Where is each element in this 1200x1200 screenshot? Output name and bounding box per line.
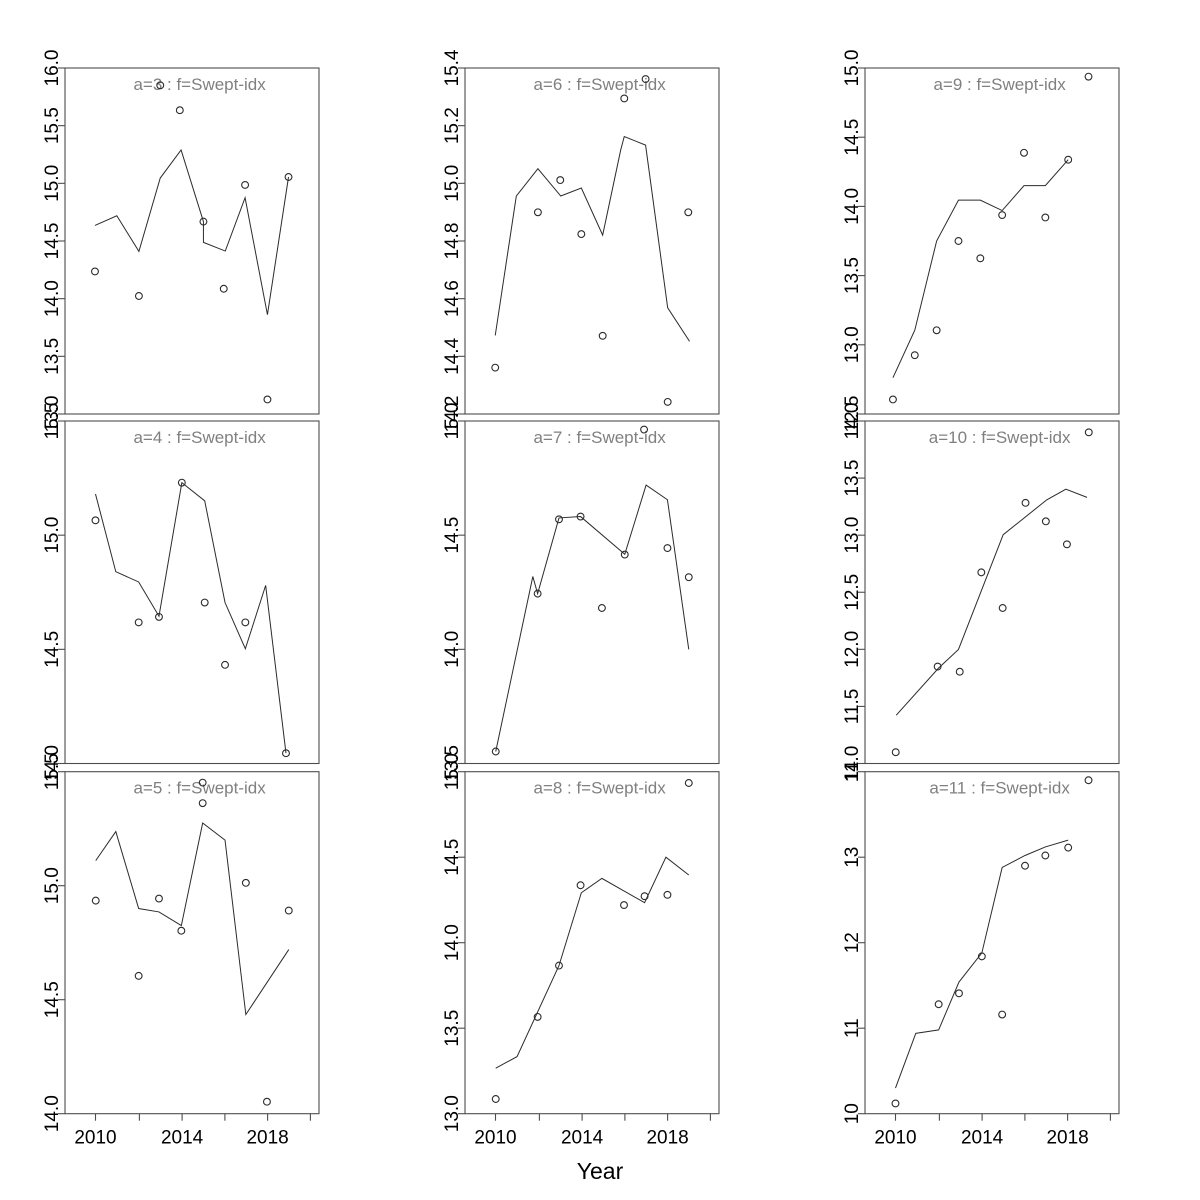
svg-text:2010: 2010: [474, 1128, 516, 1149]
svg-text:a=7 : f=Swept-idx: a=7 : f=Swept-idx: [533, 428, 666, 447]
svg-text:13.0: 13.0: [842, 326, 863, 363]
svg-text:a=6 : f=Swept-idx: a=6 : f=Swept-idx: [533, 75, 666, 94]
svg-text:a=11 : f=Swept-idx: a=11 : f=Swept-idx: [929, 779, 1070, 798]
svg-text:a=9 : f=Swept-idx: a=9 : f=Swept-idx: [933, 75, 1066, 94]
svg-text:2010: 2010: [874, 1128, 916, 1149]
svg-text:12.5: 12.5: [842, 574, 863, 611]
svg-text:15.0: 15.0: [442, 403, 463, 440]
svg-text:15.2: 15.2: [442, 107, 463, 144]
svg-text:2014: 2014: [561, 1128, 604, 1149]
svg-text:14.5: 14.5: [442, 839, 463, 876]
svg-text:a=3 : f=Swept-idx: a=3 : f=Swept-idx: [133, 75, 266, 94]
svg-text:14.0: 14.0: [42, 280, 63, 317]
svg-text:15.5: 15.5: [42, 753, 63, 790]
svg-text:13: 13: [842, 847, 863, 868]
svg-text:2010: 2010: [74, 1128, 116, 1149]
svg-text:12: 12: [842, 932, 863, 953]
svg-text:13.0: 13.0: [842, 517, 863, 554]
svg-text:14.0: 14.0: [842, 188, 863, 225]
svg-text:15.0: 15.0: [42, 165, 63, 202]
svg-text:15.5: 15.5: [42, 107, 63, 144]
svg-text:2018: 2018: [1046, 1128, 1088, 1149]
svg-text:14.0: 14.0: [42, 1095, 63, 1132]
svg-text:14.8: 14.8: [442, 223, 463, 260]
svg-text:2018: 2018: [246, 1128, 288, 1149]
svg-text:14.0: 14.0: [842, 403, 863, 440]
svg-text:15.4: 15.4: [442, 49, 463, 86]
svg-text:13.0: 13.0: [442, 1095, 463, 1132]
svg-text:14.5: 14.5: [42, 981, 63, 1018]
svg-text:14.4: 14.4: [442, 337, 463, 374]
svg-text:15.0: 15.0: [842, 50, 863, 87]
svg-text:14.6: 14.6: [442, 280, 463, 317]
svg-text:15.5: 15.5: [42, 403, 63, 440]
svg-text:13.5: 13.5: [42, 338, 63, 375]
svg-text:a=10 : f=Swept-idx: a=10 : f=Swept-idx: [929, 428, 1071, 447]
svg-text:12.0: 12.0: [842, 631, 863, 668]
svg-text:15.0: 15.0: [442, 753, 463, 790]
svg-text:11: 11: [842, 1018, 863, 1038]
svg-text:16.0: 16.0: [42, 50, 63, 87]
svg-text:14.5: 14.5: [842, 119, 863, 156]
svg-text:14.0: 14.0: [442, 924, 463, 961]
svg-text:14.5: 14.5: [42, 631, 63, 668]
svg-text:15.0: 15.0: [42, 517, 63, 554]
svg-text:13.5: 13.5: [842, 460, 863, 497]
svg-text:15.0: 15.0: [442, 165, 463, 202]
svg-text:2014: 2014: [961, 1128, 1004, 1149]
svg-text:2014: 2014: [161, 1128, 204, 1149]
svg-text:11.5: 11.5: [842, 689, 863, 725]
svg-text:13.5: 13.5: [842, 257, 863, 294]
svg-text:13.5: 13.5: [442, 1010, 463, 1047]
svg-text:a=4 : f=Swept-idx: a=4 : f=Swept-idx: [133, 428, 266, 447]
svg-text:14.5: 14.5: [42, 223, 63, 260]
svg-text:10: 10: [842, 1103, 863, 1124]
svg-text:a=8 : f=Swept-idx: a=8 : f=Swept-idx: [533, 779, 666, 798]
svg-text:14.5: 14.5: [442, 517, 463, 554]
svg-text:2018: 2018: [646, 1128, 688, 1149]
svg-text:14.0: 14.0: [442, 631, 463, 668]
svg-text:15.0: 15.0: [42, 867, 63, 904]
svg-text:14: 14: [842, 761, 863, 783]
